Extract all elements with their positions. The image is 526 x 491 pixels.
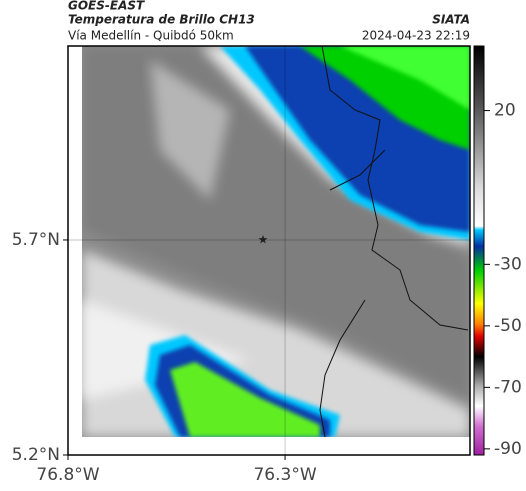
colorbar-tick-label: -70 <box>494 377 522 397</box>
y-tick-label: 5.2°N <box>12 445 60 465</box>
subtitle: Temperatura de Brillo CH13 <box>68 13 255 27</box>
y-tick-label: 5.7°N <box>12 230 60 250</box>
colorbar-tick-label: -30 <box>494 254 522 274</box>
location: Vía Medellín - Quibdó 50km <box>68 29 234 43</box>
border <box>319 45 469 438</box>
satellite-image <box>82 46 470 437</box>
source: SIATA <box>432 13 470 27</box>
colorbar-tick-label: -90 <box>494 439 522 459</box>
colorbar-tick-label: 20 <box>494 101 516 121</box>
x-tick-label: 76.3°W <box>253 465 316 485</box>
timestamp: 2024-04-23 22:19 <box>362 29 470 43</box>
colorbar <box>473 45 485 456</box>
colorbar-tick-label: -50 <box>494 316 522 336</box>
x-tick-label: 76.8°W <box>36 465 99 485</box>
map-frame <box>67 45 471 456</box>
title: GOES-EAST <box>68 0 145 13</box>
city-marker: ★ <box>258 233 269 247</box>
